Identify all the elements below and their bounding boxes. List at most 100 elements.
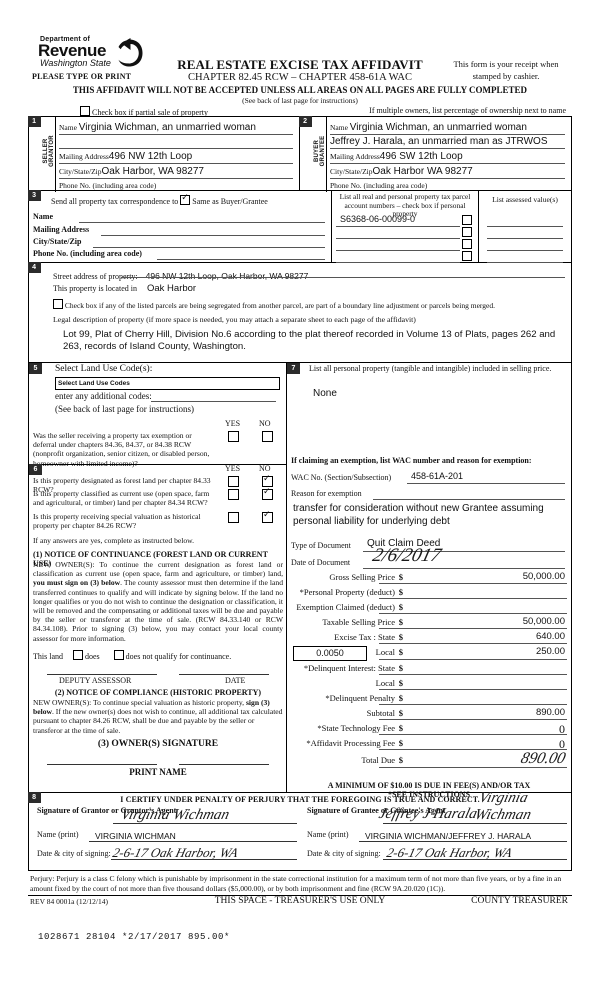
personal-property-value[interactable]: None: [313, 388, 337, 399]
tax-dollar-exemption: $: [398, 602, 403, 612]
tax-label-tech-fee: *State Technology Fee: [317, 723, 395, 733]
tax-value-tech-fee[interactable]: 0: [559, 722, 565, 736]
grantor-signature-script[interactable]: Virginia Wichman: [119, 807, 232, 823]
tax-label-penalty: *Delinquent Penalty: [325, 693, 395, 703]
corr-name-underline[interactable]: [79, 222, 325, 223]
tax-value-state[interactable]: 640.00: [535, 631, 565, 642]
land-use-select[interactable]: Select Land Use Codes: [55, 377, 280, 390]
corr-phone-underline[interactable]: [157, 259, 325, 260]
parcel-row: S6368-06-00099-0: [336, 214, 474, 227]
wac-number-value[interactable]: 458-61A-201: [411, 471, 464, 481]
tax-value-subtotal[interactable]: 890.00: [535, 707, 565, 718]
buyer-mailing-value[interactable]: 496 SW 12th Loop: [379, 151, 463, 162]
forest-land-yes-checkbox[interactable]: [228, 476, 239, 487]
tax-dollar-state: $: [398, 632, 403, 642]
seller-citystate-label: City/State/Zip: [59, 167, 102, 176]
form-notice: THIS AFFIDAVIT WILL NOT BE ACCEPTED UNLE…: [72, 85, 528, 95]
current-use-no-checkbox[interactable]: [262, 486, 273, 500]
parcel-value-1[interactable]: S6368-06-00099-0: [340, 214, 416, 224]
tax-label-gross: Gross Selling Price: [329, 572, 395, 582]
historic-property-no-checkbox[interactable]: [262, 509, 273, 523]
owner-signature-line[interactable]: [47, 764, 157, 765]
n1-body-a: NEW OWNER(S): To continue the current de…: [33, 560, 283, 579]
grantor-name-value[interactable]: VIRGINIA WICHMAN: [95, 831, 176, 841]
seller-mailing-value[interactable]: 496 NW 12th Loop: [108, 151, 193, 162]
parcel-personal-checkbox-1[interactable]: [462, 215, 472, 225]
historic-property-yes-checkbox[interactable]: [228, 512, 239, 523]
document-date-value[interactable]: 2/6/2017: [370, 545, 444, 566]
owner-date-line[interactable]: [179, 764, 269, 765]
buyer-name-value[interactable]: Virginia Wichman, an unmarried woman: [349, 122, 527, 133]
street-address-value[interactable]: 496 NW 12th Loop, Oak Harbor, WA 98277: [145, 271, 309, 281]
does-qualify-checkbox[interactable]: [73, 650, 83, 660]
parcel-personal-checkbox-4[interactable]: [462, 251, 472, 261]
grantee-name-row: Name (print) VIRGINIA WICHMAN/JEFFREY J.…: [307, 826, 569, 844]
buyer-name-row: Name Virginia Wichman, an unmarried woma…: [330, 122, 565, 133]
tax-value-processing-fee[interactable]: 0: [559, 737, 565, 751]
tax-value-total-due[interactable]: 890.00: [519, 750, 568, 767]
owners-signature-title: (3) OWNER(S) SIGNATURE: [97, 739, 219, 749]
tax-label-personal: *Personal Property (deduct): [299, 587, 395, 597]
land-use-title: Select Land Use Code(s):: [55, 364, 153, 374]
legal-description-label: Legal description of property (if more s…: [53, 315, 416, 324]
document-type-value[interactable]: Quit Claim Deed: [367, 538, 441, 549]
parcel-personal-checkbox-2[interactable]: [462, 227, 472, 237]
notice-compliance-title: (2) NOTICE OF COMPLIANCE (HISTORIC PROPE…: [54, 688, 262, 697]
seller-name-row: Name Virginia Wichman, an unmarried woma…: [59, 122, 293, 133]
street-address-label: Street address of property:: [53, 272, 138, 281]
does-label: does: [85, 652, 100, 661]
notice-compliance-body: NEW OWNER(S): To continue special valuat…: [33, 698, 283, 735]
buyer-mailing-underline: [330, 163, 565, 164]
grantee-signature-script-2[interactable]: Virginia Wichman: [473, 790, 533, 823]
tax-value-taxable[interactable]: 50,000.00: [522, 616, 565, 627]
n2-body-a: NEW OWNER(S): To continue special valuat…: [33, 698, 246, 707]
local-rate-value[interactable]: 0.0050: [293, 646, 367, 661]
exemption-prompt: If claiming an exemption, list WAC numbe…: [291, 456, 532, 465]
seller-exemption-yes-checkbox[interactable]: [228, 431, 239, 442]
parcel-personal-checkbox-3[interactable]: [462, 239, 472, 249]
partial-sale-label: Check box if partial sale of property: [92, 108, 208, 117]
reason-exemption-value[interactable]: transfer for consideration without new G…: [293, 503, 544, 527]
tax-dollar-total-due: $: [398, 755, 403, 765]
segregated-checkbox[interactable]: [53, 299, 63, 309]
notice-continuance-title: (1) NOTICE OF CONTINUANCE (FOREST LAND O…: [33, 550, 268, 568]
deputy-assessor-label: DEPUTY ASSESSOR: [59, 676, 132, 685]
rev-number: REV 84 0001a (12/12/14): [30, 897, 108, 906]
grantee-name-value[interactable]: VIRGINIA WICHMAN/JEFFREY J. HARALA: [365, 831, 532, 841]
seller-citystate-value[interactable]: Oak Harbor, WA 98277: [101, 166, 204, 177]
logo-revenue-text: Revenue: [38, 41, 107, 60]
see-instructions-note: *SEE INSTRUCTIONS: [387, 790, 471, 799]
corr-mailing-underline[interactable]: [101, 235, 325, 236]
tax-dollar-processing-fee: $: [398, 738, 403, 748]
minimum-due-note: A MINIMUM OF $10.00 IS DUE IN FEE(S) AND…: [327, 781, 531, 790]
additional-codes-input[interactable]: [151, 401, 276, 402]
section-4-number: 4: [27, 261, 41, 273]
legal-description-value[interactable]: Lot 99, Plat of Cherry Hill, Division No…: [63, 329, 556, 352]
corr-citystate-underline[interactable]: [93, 247, 325, 248]
buyer-citystate-value[interactable]: Oak Harbor WA 98277: [372, 166, 473, 177]
located-in-value[interactable]: Oak Harbor: [146, 283, 197, 294]
grantor-date-row: Date & city of signing: 2-6-17 Oak Harbo…: [37, 844, 299, 862]
tax-label-subtotal: Subtotal: [366, 708, 395, 718]
tax-label-total-due: Total Due: [361, 755, 395, 765]
buyer-phone-label: Phone No. (including area code): [330, 181, 428, 190]
partial-sale-checkbox[interactable]: [80, 106, 90, 116]
tax-value-gross[interactable]: 50,000.00: [522, 571, 565, 582]
does-not-qualify-checkbox[interactable]: [113, 650, 124, 660]
grantee-signature-script[interactable]: Jeffrey J Harala: [377, 806, 479, 822]
seller-block: 1 SELLER GRANTOR Name Virginia Wichman, …: [27, 115, 300, 192]
segregated-label: Check box if any of the listed parcels a…: [64, 301, 495, 310]
assessor-date-line[interactable]: [179, 674, 269, 675]
deputy-assessor-line[interactable]: [47, 674, 157, 675]
current-use-yes-checkbox[interactable]: [228, 489, 239, 500]
send-correspondence-label: Send all property tax correspondence to: [51, 197, 179, 206]
grantee-signature-label: Signature of Grantee or Grantee's Agent: [307, 806, 446, 815]
tax-value-local[interactable]: 250.00: [535, 646, 565, 657]
seller-name-value[interactable]: Virginia Wichman, an unmarried woman: [78, 122, 256, 133]
tax-dollar-tech-fee: $: [398, 723, 403, 733]
same-as-buyer-checkbox[interactable]: [180, 192, 191, 205]
assessed-row: [487, 251, 563, 263]
seller-exemption-no-checkbox[interactable]: [262, 431, 273, 442]
wac-number-label: WAC No. (Section/Subsection): [291, 473, 392, 482]
buyer-name-value2[interactable]: Jeffrey J. Harala, an unmarried man as J…: [330, 136, 548, 147]
